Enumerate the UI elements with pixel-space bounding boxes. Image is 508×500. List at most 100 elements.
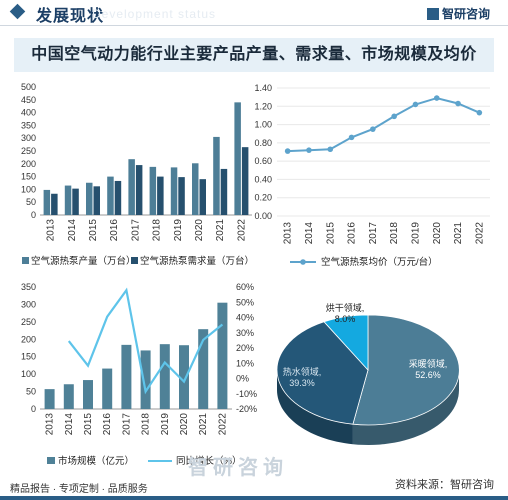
c2-xtick-label: 2017	[368, 222, 379, 245]
c3-bar-market	[217, 302, 228, 409]
c3-ytick-left-label: 50	[26, 387, 36, 397]
c1-ytick-label: 300	[21, 133, 36, 143]
c3-ytick-left-label: 250	[21, 317, 36, 327]
c1-bar-demand	[72, 188, 79, 215]
section-title-watermark: Development status	[92, 7, 217, 21]
c2-series-line	[287, 97, 480, 153]
c1-bar-production	[86, 182, 93, 215]
c2-ytick-label: 0.80	[254, 138, 272, 148]
footer-watermark: 智研咨询	[188, 457, 288, 479]
c1-xtick-label: 2017	[130, 219, 141, 242]
c3-bar-market	[198, 329, 209, 409]
c3-ytick-right-label: 50%	[236, 297, 254, 307]
c1-bar-production	[128, 159, 135, 215]
c1-xtick-label: 2013	[46, 219, 57, 242]
c3-xtick-label: 2013	[45, 413, 56, 436]
brand-logo-text: 智研咨询	[441, 7, 490, 21]
footer-tagline: 精品报告 · 专项定制 · 品质服务	[10, 484, 148, 495]
c2-xtick-label: 2013	[283, 222, 294, 245]
c2-point	[455, 100, 461, 107]
c3-xtick-label: 2017	[121, 413, 132, 436]
page-header: 发展现状 Development status 智研咨询	[0, 0, 508, 26]
c4-slice-heating	[352, 314, 460, 426]
c2-xtick-label: 2020	[432, 222, 443, 245]
c3-ytick-left-label: 100	[21, 369, 36, 379]
c2-point	[391, 113, 397, 120]
c2-ytick-label: 0.00	[254, 211, 272, 221]
c4-value-drying: 8.0%	[335, 314, 356, 324]
c3-bar-market	[83, 380, 93, 409]
c4-slice-drying	[323, 314, 369, 372]
c1-xtick-label: 2021	[215, 219, 226, 242]
c2-point	[476, 109, 483, 116]
c2-xtick-label: 2021	[453, 222, 464, 245]
c2-ytick-label: 1.20	[254, 101, 272, 111]
c3-xtick-label: 2014	[64, 413, 75, 436]
c3-bar-market	[179, 345, 189, 409]
c3-ytick-left-label: 300	[21, 299, 36, 309]
c1-bar-demand	[114, 180, 122, 215]
c1-ytick-label: 250	[21, 146, 36, 156]
c3-ytick-right-label: 20%	[236, 343, 254, 353]
c3-ytick-right-label: 60%	[236, 282, 254, 292]
c1-bar-production	[213, 136, 220, 215]
c1-xtick-label: 2022	[236, 219, 247, 242]
brand-logo-icon	[426, 8, 439, 20]
c1-bar-production	[64, 185, 72, 215]
c1-bar-demand	[220, 168, 228, 215]
c2-legend-label: 空气源热泵均价（万元/台）	[321, 256, 438, 268]
c1-bar-production	[170, 167, 178, 215]
c1-bar-demand	[178, 177, 185, 215]
c1-legend-label-production: 空气源热泵产量（万台）	[31, 255, 136, 267]
c3-xtick-label: 2021	[198, 413, 209, 436]
c3-ytick-right-label: -20%	[236, 404, 257, 414]
c4-value-water: 39.3%	[289, 378, 315, 388]
c3-bar-market	[159, 344, 170, 409]
footer-source: 资料来源：智研咨询	[395, 479, 494, 491]
brand-logo: 智研咨询	[426, 5, 490, 22]
c3-ytick-left-label: 350	[21, 282, 36, 292]
c2-point	[412, 101, 419, 108]
c1-ytick-label: 100	[21, 184, 36, 194]
c2-legend-marker	[300, 259, 306, 265]
c3-ytick-right-label: 0%	[236, 374, 249, 384]
c3-xtick-label: 2018	[141, 413, 152, 436]
c3-legend-label-market: 市场规模（亿元）	[58, 455, 134, 467]
c3-xtick-label: 2015	[83, 413, 94, 436]
c1-ytick-label: 350	[21, 120, 36, 130]
c3-xtick-label: 2020	[179, 413, 190, 436]
c3-ytick-left-label: 150	[21, 352, 36, 362]
c3-bar-market	[140, 350, 151, 409]
c2-ytick-label: 1.00	[254, 120, 272, 130]
c3-legend-label-growth: 同比增长（%）	[176, 455, 241, 467]
c3-xtick-label: 2019	[160, 413, 171, 436]
header-divider	[0, 25, 508, 26]
c3-ytick-right-label: -10%	[236, 389, 257, 399]
c1-bar-demand	[51, 193, 58, 215]
c2-xtick-label: 2018	[389, 222, 400, 245]
c4-label-water: 热水领域,	[283, 366, 322, 377]
section-title: 发展现状	[36, 8, 105, 25]
c2-ytick-label: 0.60	[254, 156, 272, 166]
c4-slice-side	[277, 370, 353, 445]
c1-legend-swatch-demand	[131, 257, 138, 264]
c1-ytick-label: 400	[21, 108, 36, 118]
c2-xtick-label: 2016	[347, 222, 358, 245]
c2-xtick-label: 2014	[304, 222, 315, 245]
c2-ytick-label: 1.40	[254, 83, 272, 93]
c1-xtick-label: 2018	[152, 219, 163, 242]
c4-slice-side	[352, 370, 459, 445]
c1-bar-production	[43, 189, 51, 215]
chart-main-title: 中国空气动力能行业主要产品产量、需求量、市场规模及均价	[14, 38, 494, 72]
c1-ytick-label: 450	[21, 95, 36, 105]
c1-bar-production	[149, 166, 157, 215]
c1-ytick-label: 0	[31, 210, 36, 220]
c2-xtick-label: 2022	[474, 222, 485, 245]
c1-ytick-label: 50	[26, 197, 36, 207]
c3-ytick-left-label: 200	[21, 334, 36, 344]
c1-bar-production	[107, 176, 114, 215]
c2-ytick-label: 0.40	[254, 174, 272, 184]
c3-bar-market	[63, 384, 74, 409]
c1-bar-demand	[157, 176, 164, 215]
